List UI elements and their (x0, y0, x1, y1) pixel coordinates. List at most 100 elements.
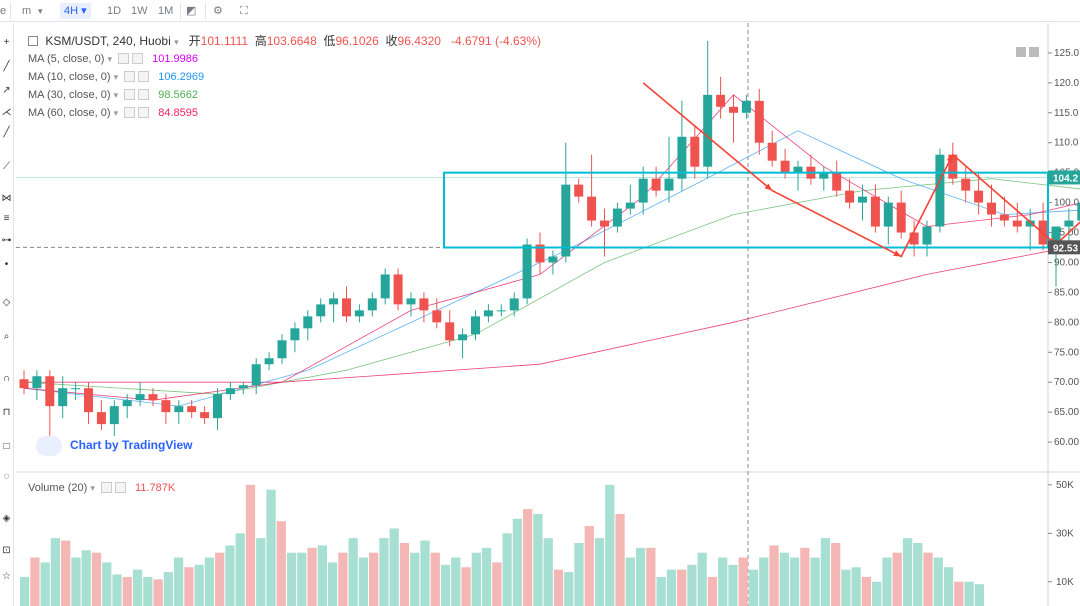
volume-bar (471, 552, 481, 606)
candle-body (148, 394, 158, 401)
volume-bar (327, 562, 338, 606)
tradingview-watermark[interactable]: Chart by TradingView (36, 436, 192, 456)
ohlc-open-label: 开 (188, 34, 201, 48)
chevron-down-icon[interactable]: ▾ (113, 108, 119, 118)
indicator-ma60[interactable]: MA (60, close, 0) ▾ 84.8595 (28, 106, 198, 120)
settings-icon[interactable] (124, 89, 136, 100)
ohlc-low-label: 低 (323, 34, 336, 48)
candle-body (432, 310, 442, 323)
chart-style-icon[interactable]: ◩ (186, 5, 197, 17)
arrowhead (946, 154, 953, 163)
toolbar-item-minutes[interactable]: m (22, 5, 32, 17)
close-icon[interactable] (138, 107, 150, 118)
indicator-name: MA (30, close, 0) (28, 89, 111, 101)
volume-bar (625, 557, 635, 606)
volume-bar (440, 564, 451, 606)
chevron-down-icon[interactable]: ▾ (113, 72, 119, 82)
price-tick-label: 65.00 (1054, 407, 1079, 418)
candle-body (471, 316, 480, 335)
candle-body (858, 196, 867, 203)
indicator-ma30[interactable]: MA (30, close, 0) ▾ 98.5662 (28, 88, 198, 102)
volume-bar (369, 552, 379, 606)
volume-bar (245, 484, 256, 606)
volume-bar (574, 543, 584, 606)
volume-bar (481, 547, 492, 606)
volume-bar (30, 557, 40, 606)
pattern-icon[interactable]: ⋈ (1, 193, 12, 204)
symbol-legend: KSM/USDT, 240, Huobi ▾ 开101.1111 高103.66… (28, 34, 541, 49)
timeframe-4h-label: 4H (64, 5, 79, 17)
volume-bar (851, 567, 861, 606)
price-label-tag (1048, 240, 1080, 255)
candle-body (509, 298, 519, 311)
zoom-icon[interactable]: ⌕ (3, 331, 10, 342)
close-icon[interactable] (138, 71, 150, 82)
toolbar-item-0[interactable]: e (0, 5, 7, 17)
volume-bar (153, 579, 163, 606)
trash-icon[interactable]: ⊡ (2, 545, 11, 556)
layers-icon[interactable]: ◈ (2, 513, 11, 524)
prediction-icon[interactable]: ⊶ (1, 235, 12, 246)
pen-icon[interactable]: ╱ (3, 127, 10, 138)
volume-bar (266, 489, 276, 606)
eye-icon[interactable]: □ (3, 441, 10, 452)
chevron-down-icon[interactable]: ▾ (107, 54, 113, 64)
volume-bar (954, 581, 964, 606)
close-icon[interactable] (114, 482, 126, 493)
chevron-down-icon[interactable]: ▾ (174, 37, 179, 47)
volume-bar (902, 538, 913, 606)
candle-body (832, 172, 842, 191)
close-icon[interactable] (138, 89, 150, 100)
volume-bar (543, 538, 553, 606)
chevron-down-icon: ▾ (81, 5, 87, 17)
magnet-icon[interactable]: ∩ (2, 373, 11, 384)
fib-icon[interactable]: ≡ (3, 213, 10, 224)
volume-legend[interactable]: Volume (20) ▾ 11.787K (28, 481, 175, 495)
hide-icon[interactable]: ◌ (3, 471, 10, 482)
timeframe-1m-button[interactable]: 1M (158, 5, 174, 17)
indicator-ma5[interactable]: MA (5, close, 0) ▾ 101.9986 (28, 52, 198, 66)
trendline-icon[interactable]: ╱ (3, 61, 10, 72)
timeframe-1d-button[interactable]: 1D (107, 5, 122, 17)
candle-body (458, 334, 468, 341)
close-icon[interactable] (132, 53, 144, 64)
dot-icon[interactable]: • (4, 259, 9, 270)
settings-icon[interactable] (124, 107, 136, 118)
pitchfork-icon[interactable]: ⋌ (1, 107, 12, 118)
candle-body (96, 412, 106, 425)
settings-icon[interactable]: ⚙ (213, 5, 223, 17)
timeframe-4h-button[interactable]: 4H ▾ (60, 3, 91, 19)
chevron-down-icon[interactable]: ▾ (90, 483, 95, 493)
settings-icon[interactable] (124, 71, 136, 82)
pane-up-icon[interactable] (1016, 47, 1026, 57)
ray-icon[interactable]: ↗ (2, 85, 11, 96)
volume-tick-label: 50K (1056, 480, 1074, 491)
lock-icon[interactable]: ⊓ (2, 407, 11, 418)
settings-icon[interactable] (100, 482, 112, 493)
arrowhead (764, 183, 773, 191)
price-tick-label: 115.0 (1054, 108, 1079, 119)
ohlc-close-label: 收 (385, 34, 398, 48)
settings-icon[interactable] (118, 53, 130, 64)
star-icon[interactable]: ☆ (2, 571, 11, 582)
candle-body (277, 340, 287, 359)
fullscreen-icon[interactable]: ⛶ (240, 5, 248, 17)
volume-bar (410, 552, 420, 606)
ruler-icon[interactable]: ◇ (2, 297, 11, 308)
crosshair-icon[interactable]: + (3, 37, 10, 48)
candle-body (690, 136, 700, 167)
pane-down-icon[interactable] (1029, 47, 1039, 57)
candle-body (238, 385, 248, 389)
indicator-ma10[interactable]: MA (10, close, 0) ▾ 106.2969 (28, 70, 204, 84)
collapse-icon[interactable] (28, 36, 38, 46)
volume-bar (348, 538, 358, 606)
timeframe-1w-button[interactable]: 1W (131, 5, 148, 17)
brush-icon[interactable]: ⟋ (3, 161, 10, 172)
volume-bar (564, 572, 574, 606)
chevron-down-icon[interactable]: ▾ (38, 6, 43, 16)
candle-body (703, 94, 713, 167)
chevron-down-icon[interactable]: ▾ (113, 90, 119, 100)
candle-body (612, 208, 622, 227)
toolbar-divider (180, 3, 181, 19)
